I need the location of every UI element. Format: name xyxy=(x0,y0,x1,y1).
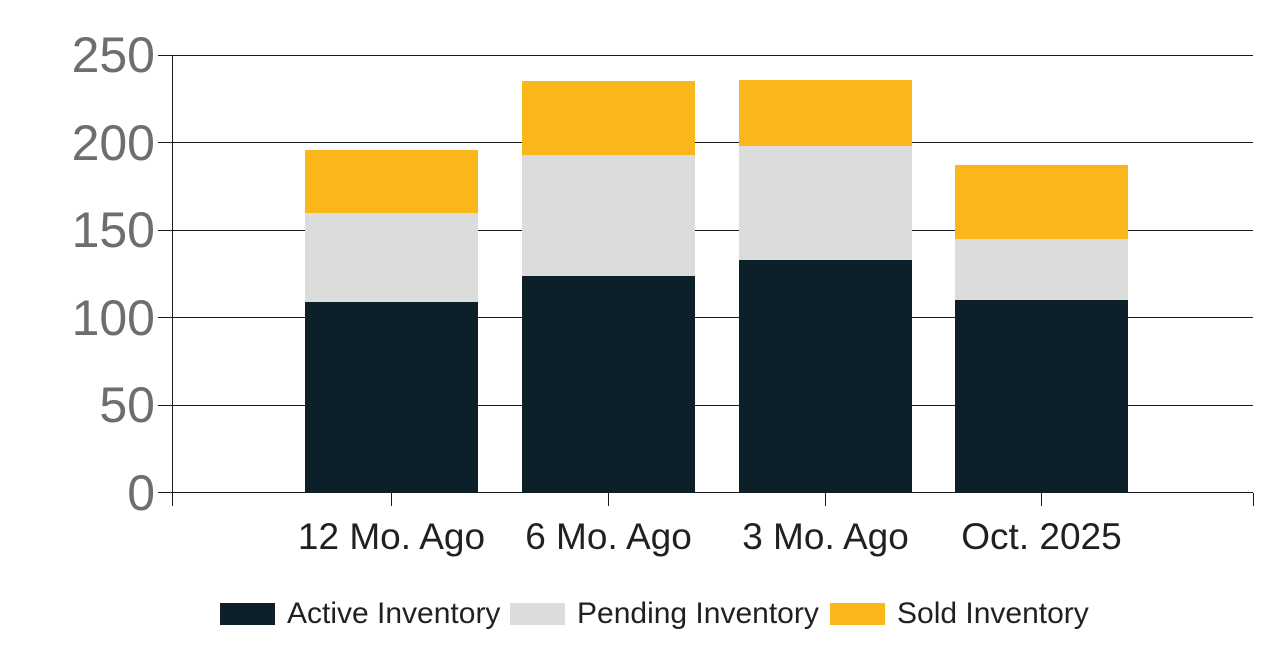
y-axis-label-50: 50 xyxy=(99,377,155,433)
legend-label: Sold Inventory xyxy=(897,597,1089,630)
y-axis-tick-0 xyxy=(158,492,172,493)
x-axis-label-0: 12 Mo. Ago xyxy=(297,516,486,557)
y-axis-tick-250 xyxy=(158,54,172,56)
y-axis-label-250: 250 xyxy=(71,27,155,83)
bar-segment-6-mo-ago-pending-inventory xyxy=(522,154,695,276)
x-axis-tick-2 xyxy=(825,492,826,506)
legend-swatch-icon xyxy=(510,603,565,625)
legend-label: Pending Inventory xyxy=(577,597,819,630)
y-axis-tick-200 xyxy=(158,142,172,143)
legend-item-sold-inventory: Sold Inventory xyxy=(830,596,1089,632)
y-axis-tick-100 xyxy=(158,317,172,318)
gridline-0 xyxy=(172,492,1253,493)
bar-segment-3-mo-ago-sold-inventory xyxy=(739,79,912,146)
bar-segment-oct-2025-sold-inventory xyxy=(955,165,1128,239)
gridline-50 xyxy=(172,404,1253,406)
y-axis-line xyxy=(171,55,173,506)
x-axis-end-tick xyxy=(1252,492,1254,506)
y-axis-label-200: 200 xyxy=(71,114,155,171)
legend-swatch-icon xyxy=(830,603,885,625)
bar-segment-3-mo-ago-active-inventory xyxy=(739,259,912,493)
x-axis-label-3: Oct. 2025 xyxy=(961,516,1122,557)
y-axis-label-150: 150 xyxy=(71,202,155,258)
y-axis-tick-150 xyxy=(158,229,172,231)
bar-segment-12-mo-ago-pending-inventory xyxy=(305,212,478,302)
gridline-150 xyxy=(172,229,1253,231)
legend-swatch-icon xyxy=(220,603,275,625)
x-axis-tick-0 xyxy=(391,492,392,506)
legend-item-pending-inventory: Pending Inventory xyxy=(510,596,819,632)
gridline-200 xyxy=(172,142,1253,143)
y-axis-tick-50 xyxy=(158,404,172,406)
x-axis-label-2: 3 Mo. Ago xyxy=(742,516,909,557)
gridline-100 xyxy=(172,317,1253,318)
bar-segment-12-mo-ago-sold-inventory xyxy=(305,149,478,213)
x-axis-label-1: 6 Mo. Ago xyxy=(525,516,692,557)
x-axis-tick-1 xyxy=(608,492,609,506)
bar-segment-12-mo-ago-active-inventory xyxy=(305,301,478,493)
bar-segment-oct-2025-active-inventory xyxy=(955,300,1128,493)
x-axis-tick-3 xyxy=(1041,492,1042,506)
bar-segment-6-mo-ago-sold-inventory xyxy=(522,81,695,155)
gridline-250 xyxy=(172,54,1253,56)
legend-label: Active Inventory xyxy=(287,597,501,630)
bar-segment-6-mo-ago-active-inventory xyxy=(522,275,695,493)
bar-segment-oct-2025-pending-inventory xyxy=(955,238,1128,300)
legend-item-active-inventory: Active Inventory xyxy=(220,596,500,632)
bar-segment-3-mo-ago-pending-inventory xyxy=(739,146,912,260)
y-axis-label-0: 0 xyxy=(127,464,155,521)
y-axis-label-100: 100 xyxy=(71,289,155,346)
